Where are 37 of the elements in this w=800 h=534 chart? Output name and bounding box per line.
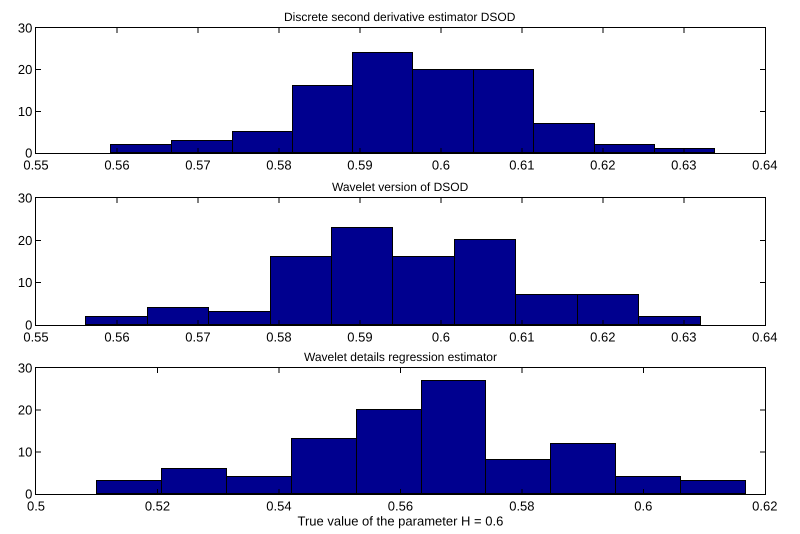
x-tick-label: 0.52 <box>144 498 170 514</box>
x-tick-label: 0.57 <box>185 158 211 173</box>
x-tick-label: 0.57 <box>185 330 211 345</box>
x-tick-label: 0.62 <box>590 158 616 173</box>
x-tick-label: 0.62 <box>752 498 778 514</box>
x-tick-label: 0.63 <box>671 330 696 345</box>
y-tick-label: 30 <box>18 360 32 376</box>
x-tick-label: 0.59 <box>347 330 373 345</box>
x-tick-label: 0.64 <box>752 330 778 345</box>
x-tick-label: 0.62 <box>590 330 616 345</box>
x-axis-title: True value of the parameter H = 0.6 <box>297 514 504 529</box>
y-tick-label: 20 <box>18 62 32 78</box>
y-tick-label: 30 <box>18 20 32 36</box>
chart-title: Wavelet details regression estimator <box>304 350 497 364</box>
chart-title: Discrete second derivative estimator DSOD <box>284 10 516 24</box>
y-tick-label: 20 <box>18 402 32 418</box>
x-tick-label: 0.58 <box>266 330 292 345</box>
x-tick-label: 0.56 <box>388 498 414 514</box>
x-tick-label: 0.56 <box>104 158 130 173</box>
x-tick-label: 0.56 <box>104 330 130 345</box>
x-tick-label: 0.64 <box>752 158 778 173</box>
x-tick-label: 0.63 <box>671 158 696 173</box>
x-tick-label: 0.61 <box>509 330 535 345</box>
chart-title: Wavelet version of DSOD <box>332 180 469 194</box>
x-tick-label: 0.54 <box>266 498 292 514</box>
x-tick-label: 0.59 <box>347 158 373 173</box>
x-tick-label: 0.6 <box>432 158 450 173</box>
y-tick-label: 10 <box>18 275 32 290</box>
x-tick-label: 0.58 <box>509 498 535 514</box>
x-tick-label: 0.61 <box>509 158 535 173</box>
x-tick-label: 0.6 <box>432 330 450 345</box>
x-tick-label: 0.6 <box>634 498 652 514</box>
y-tick-label: 10 <box>18 444 32 460</box>
x-tick-label: 0.58 <box>266 158 292 173</box>
y-tick-label: 30 <box>18 190 32 206</box>
y-tick-label: 10 <box>18 104 32 119</box>
y-tick-label: 20 <box>18 232 32 248</box>
